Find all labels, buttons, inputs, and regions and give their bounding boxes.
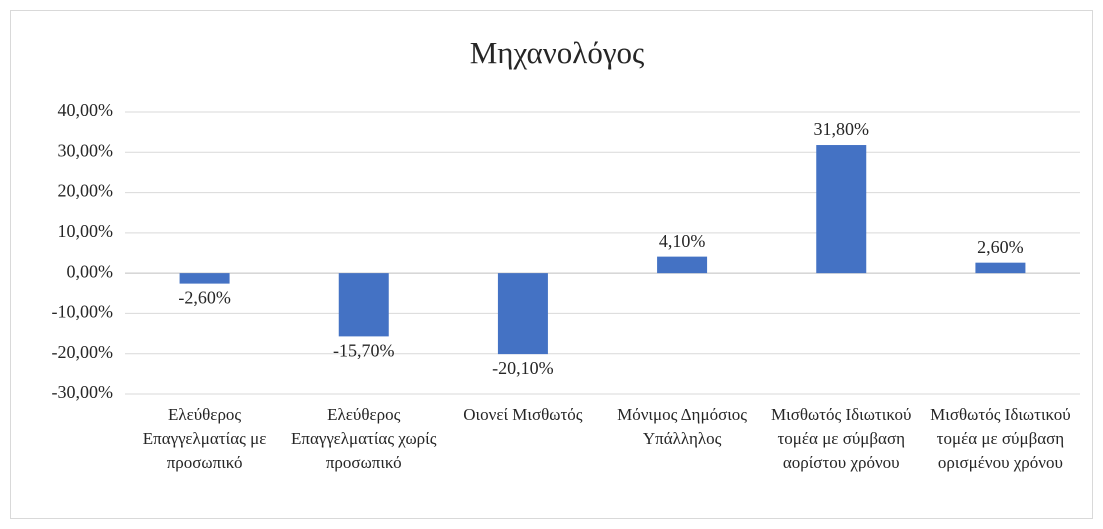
y-tick-label: -30,00%: [52, 382, 114, 402]
bar: [657, 256, 708, 274]
data-label: 2,60%: [977, 237, 1024, 257]
bar: [816, 145, 867, 274]
data-label: 4,10%: [659, 231, 706, 251]
y-tick-label: -20,00%: [52, 342, 114, 362]
y-tick-label: 10,00%: [58, 221, 114, 241]
bar: [179, 273, 230, 284]
data-label: -20,10%: [492, 358, 554, 378]
y-tick-label: 20,00%: [58, 181, 114, 201]
x-tick-label: Οιονεί Μισθωτός: [463, 405, 583, 424]
x-tick-label: Μόνιμος Δημόσιος Υπάλληλος: [617, 405, 748, 448]
y-tick-label: -10,00%: [52, 302, 114, 322]
x-tick-label: Μισθωτός Ιδιωτικού τομέα με σύμβαση ορισ…: [930, 405, 1071, 472]
data-label: 31,80%: [814, 119, 870, 139]
y-tick-label: 30,00%: [58, 140, 114, 160]
y-tick-label: 0,00%: [67, 261, 114, 281]
x-tick-label: Ελεύθερος Επαγγελματίας με προσωπικό: [142, 405, 267, 472]
bar: [338, 273, 389, 337]
bar: [975, 262, 1026, 274]
data-label: -2,60%: [178, 288, 231, 308]
chart-border: [10, 10, 1093, 519]
bar: [497, 273, 548, 355]
x-tick-label: Μισθωτός Ιδιωτικού τομέα με σύμβαση αορί…: [771, 405, 912, 472]
y-tick-label: 40,00%: [58, 100, 114, 120]
chart-title: Μηχανολόγος: [470, 35, 645, 70]
data-label: -15,70%: [333, 341, 395, 361]
x-tick-label: Ελεύθερος Επαγγελματίας χωρίς προσωπικό: [291, 405, 437, 472]
